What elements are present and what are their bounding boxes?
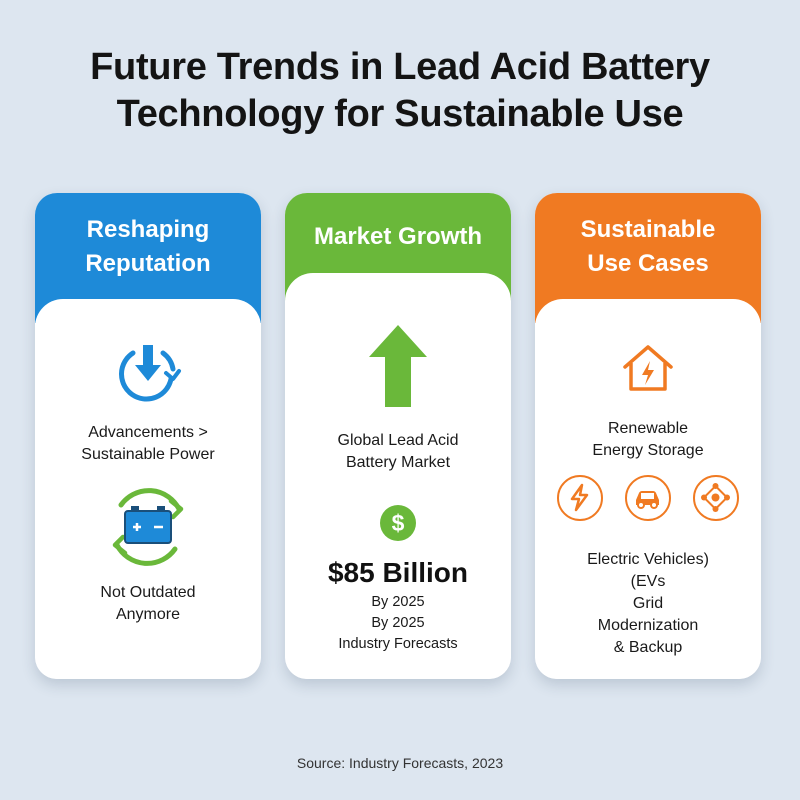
renewable-text: Renewable Energy Storage [535, 418, 761, 462]
grid-line-3: & Backup [613, 639, 683, 656]
forecast-note: Industry Forecasts [338, 636, 458, 652]
renewable-line-2: Energy Storage [592, 442, 704, 459]
grid-text: Grid Modernization & Backup [535, 593, 761, 659]
svg-text:$: $ [392, 510, 405, 536]
advancements-line-2: Sustainable Power [81, 446, 215, 463]
card-body: Global Lead Acid Battery Market $ $85 Bi… [285, 273, 511, 679]
card-header-line-1: Sustainable [580, 216, 716, 243]
source-note: Source: Industry Forecasts, 2023 [296, 755, 504, 771]
card-body: Advancements > Sustainable Power Not Out… [35, 299, 261, 679]
card-header-line-2: Reputation [85, 250, 211, 277]
card-header-line-1: Reshaping [86, 216, 210, 243]
page-title: Future Trends in Lead Acid Battery Techn… [0, 44, 800, 138]
ev-text: Electric Vehicles) (EVs [535, 549, 761, 593]
dollar-icon: $ [380, 505, 416, 541]
title-line-2: Technology for Sustainable Use [116, 93, 684, 135]
grid-line-2: Modernization [597, 617, 699, 634]
grid-line-1: Grid [632, 595, 664, 612]
ev-line-2: (EVs [630, 573, 666, 590]
card-sustainable-use-cases: Sustainable Use Cases Renewable Energy S… [535, 193, 761, 679]
market-value: $85 Billion [327, 557, 469, 588]
card-reshaping-reputation: Reshaping Reputation Advancements > Sust… [35, 193, 261, 679]
year-label-2: By 2025 [371, 615, 425, 631]
refresh-download-icon [119, 345, 181, 402]
advancements-text: Advancements > Sustainable Power [35, 422, 261, 466]
year-label-1: By 2025 [371, 594, 425, 610]
market-text: Global Lead Acid Battery Market [285, 430, 511, 474]
market-line-2: Battery Market [345, 454, 451, 471]
card-body: Renewable Energy Storage [535, 299, 761, 679]
lightning-icon [557, 475, 603, 521]
not-outdated-line-2: Anymore [115, 606, 181, 623]
house-lightning-icon [623, 345, 673, 391]
car-icon [625, 475, 671, 521]
title-line-1: Future Trends in Lead Acid Battery [90, 46, 710, 88]
card-market-growth: Market Growth Global Lead Acid Battery M… [285, 193, 511, 679]
market-line-1: Global Lead Acid [337, 432, 459, 449]
ev-line-1: Electric Vehicles) [587, 551, 709, 568]
card-header-line-1: Market Growth [313, 223, 483, 250]
not-outdated-line-1: Not Outdated [100, 584, 196, 601]
not-outdated-text: Not Outdated Anymore [35, 582, 261, 626]
renewable-line-1: Renewable [607, 420, 689, 437]
card-header-line-2: Use Cases [587, 250, 709, 277]
network-icon [693, 475, 739, 521]
battery-recycle-icon [112, 488, 184, 566]
advancements-line-1: Advancements > [88, 424, 208, 441]
up-arrow-icon [369, 325, 427, 407]
